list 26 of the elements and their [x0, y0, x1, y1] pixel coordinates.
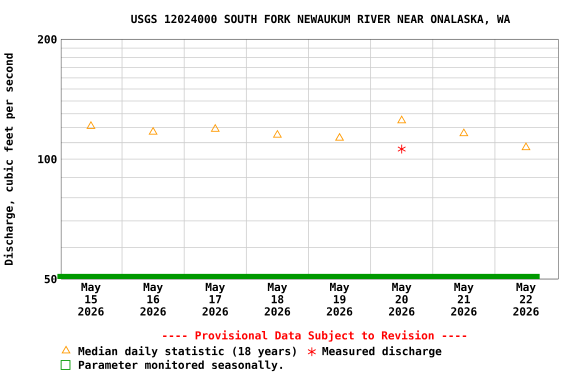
- y-tick-label: 100: [38, 154, 57, 164]
- y-axis-title: Discharge, cubic feet per second: [4, 53, 15, 265]
- point: [397, 116, 406, 124]
- legend-label: Median daily statistic (18 years): [78, 346, 296, 358]
- x-tick-label: May 20 2026: [388, 282, 414, 316]
- x-tick-label: May 18 2026: [264, 282, 290, 316]
- point: [211, 124, 220, 132]
- point: [460, 128, 468, 136]
- y-tick-label: 200: [38, 34, 57, 44]
- point: [397, 144, 406, 154]
- point: [273, 130, 282, 138]
- legend-label: Parameter monitored seasonally.: [78, 360, 282, 372]
- x-tick-label: May 19 2026: [326, 282, 352, 316]
- chart-title: USGS 12024000 SOUTH FORK NEWAUKUM RIVER NEAR ONALASKA, WA: [131, 14, 510, 24]
- legend-label: Measured discharge: [322, 346, 442, 358]
- point: [86, 121, 96, 129]
- x-tick-label: May 15 2026: [78, 282, 104, 316]
- y-tick-label: 50: [44, 274, 57, 284]
- point: [148, 127, 158, 134]
- point: [335, 133, 344, 141]
- x-tick-label: May 21 2026: [451, 282, 477, 316]
- point: [522, 142, 530, 150]
- x-tick-label: May 22 2026: [513, 282, 539, 316]
- x-tick-label: May 17 2026: [202, 282, 228, 316]
- x-tick-label: May 16 2026: [140, 282, 166, 316]
- text: ---- Provisional Data Subject to Revision ----: [163, 330, 466, 342]
